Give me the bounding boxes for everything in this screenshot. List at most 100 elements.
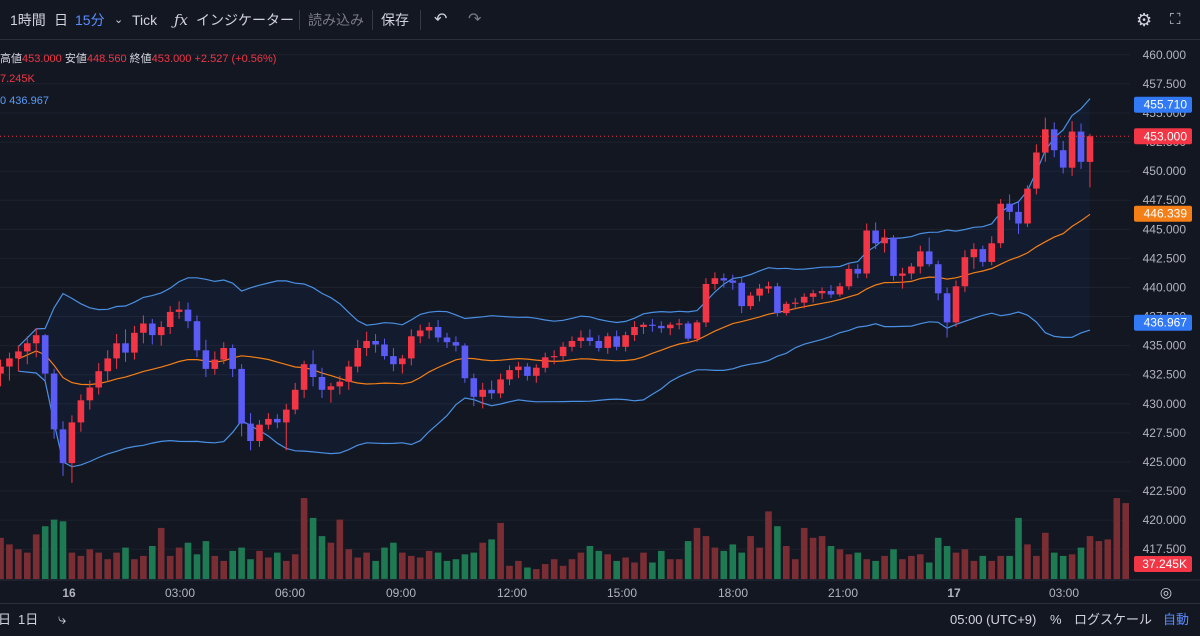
time-tick-label: 17 (947, 586, 961, 600)
candle-body (86, 387, 94, 401)
candle-body (41, 335, 49, 374)
bollinger-upper-line (17, 98, 1091, 347)
candle-body (416, 330, 424, 337)
load-button[interactable]: 読み込み (308, 12, 364, 28)
price-tick-label: 420.000 (1143, 513, 1187, 527)
candle-body (345, 366, 353, 382)
candle-body (59, 429, 67, 464)
volume-bar (425, 550, 433, 579)
range-day-button[interactable]: 日 (54, 12, 68, 28)
candle-body (559, 346, 567, 357)
volume-bar (729, 544, 737, 579)
candle-body (961, 257, 969, 287)
candle-body (131, 332, 138, 353)
volume-bar (1077, 547, 1085, 579)
fx-icon[interactable]: ƒx (174, 11, 189, 29)
volume-bar (300, 498, 308, 579)
time-tick-label: 06:00 (275, 586, 305, 600)
candle-body (515, 366, 522, 371)
goto-date-icon[interactable]: ⤷ (58, 611, 67, 628)
candle-body (363, 341, 370, 348)
redo-icon[interactable]: ↷ (468, 11, 482, 28)
price-tick-label: 432.500 (1143, 368, 1187, 382)
candle-body (497, 379, 504, 394)
candle-body (104, 358, 111, 372)
log-scale-toggle[interactable]: ログスケール (1074, 612, 1153, 627)
volume-bar (443, 560, 451, 580)
tick-button[interactable]: Tick (132, 12, 158, 28)
volume-price-tag (1134, 556, 1192, 572)
volume-bar (792, 559, 799, 579)
candle-body (1015, 211, 1022, 224)
volume-bar (122, 547, 129, 579)
volume-bar (238, 547, 245, 579)
volume-bar (363, 552, 370, 579)
volume-bar (157, 527, 165, 579)
range-15m-button[interactable]: 15分 (75, 12, 105, 28)
volume-bar (783, 546, 790, 579)
volume-bar (559, 565, 567, 579)
candle-body (149, 323, 156, 336)
candle-body (354, 348, 361, 367)
candle-body (952, 286, 960, 323)
undo-icon[interactable]: ↶ (434, 11, 448, 28)
fullscreen-icon[interactable]: ⛶ (1170, 11, 1181, 28)
price-tick-label: 430.000 (1143, 397, 1187, 411)
candle-body (622, 335, 629, 347)
settings-gear-icon[interactable]: ⚙ (1136, 10, 1153, 30)
auto-scale-toggle[interactable]: 自動 (1163, 612, 1190, 627)
volume-bar (863, 559, 870, 579)
volume-bar (113, 552, 120, 579)
volume-bar (59, 521, 67, 580)
candle-body (274, 418, 281, 423)
bollinger-lower-line (18, 311, 1091, 468)
candle-body (470, 378, 478, 397)
chevron-down-icon[interactable]: ⌄ (114, 14, 124, 26)
candle-body (783, 303, 790, 314)
volume-bar (1122, 503, 1129, 579)
volume-bar (229, 550, 236, 579)
indicators-button[interactable]: インジケーター (196, 12, 294, 28)
volume-tag-label: 37.245K (1142, 557, 1187, 571)
save-button[interactable]: 保存 (381, 12, 409, 28)
timezone-label[interactable]: 05:00 (UTC+9) (950, 612, 1037, 627)
volume-bar (675, 559, 683, 579)
price-tick-label: 422.500 (1143, 484, 1187, 498)
candle-body (524, 366, 531, 376)
volume-bar (202, 541, 210, 579)
volume-bar (1113, 498, 1121, 579)
toolbar-divider (299, 10, 300, 30)
range-1d-button[interactable]: 1日 (18, 612, 39, 627)
candle-body (309, 364, 317, 377)
candle-body (32, 335, 40, 344)
ohlc-legend: 高値453.000 安値448.560 終値453.000 +2.527 (+0… (0, 50, 276, 66)
candle-body (881, 237, 888, 244)
volume-bar (515, 560, 522, 580)
candle-body (693, 322, 701, 339)
candle-body (95, 371, 102, 388)
volume-bar (399, 552, 406, 579)
candle-body (372, 341, 379, 345)
high-value: 453.000 (22, 53, 62, 65)
candle-body (247, 423, 254, 441)
candle-body (408, 336, 415, 359)
volume-bar (595, 550, 603, 579)
volume-bar (1059, 555, 1067, 579)
volume-bar (765, 511, 772, 579)
candle-body (711, 278, 719, 284)
time-axis-settings-icon[interactable]: ◎ (1160, 585, 1172, 601)
volume-bar (774, 526, 781, 579)
candle-body (872, 230, 879, 244)
candle-body (702, 284, 710, 323)
range-d-button[interactable]: 日 (0, 612, 12, 627)
price-chart[interactable]: 460.000457.500455.000452.500450.000447.5… (0, 40, 1200, 603)
interval-selector[interactable]: 1時間 (10, 12, 46, 28)
candle-body (595, 341, 603, 348)
volume-bar (497, 522, 504, 579)
candle-body (854, 268, 862, 274)
volume-bar (77, 555, 85, 579)
volume-bar (327, 542, 335, 579)
candle-body (300, 364, 308, 390)
candle-body (6, 358, 13, 367)
percent-toggle[interactable]: % (1050, 612, 1062, 627)
